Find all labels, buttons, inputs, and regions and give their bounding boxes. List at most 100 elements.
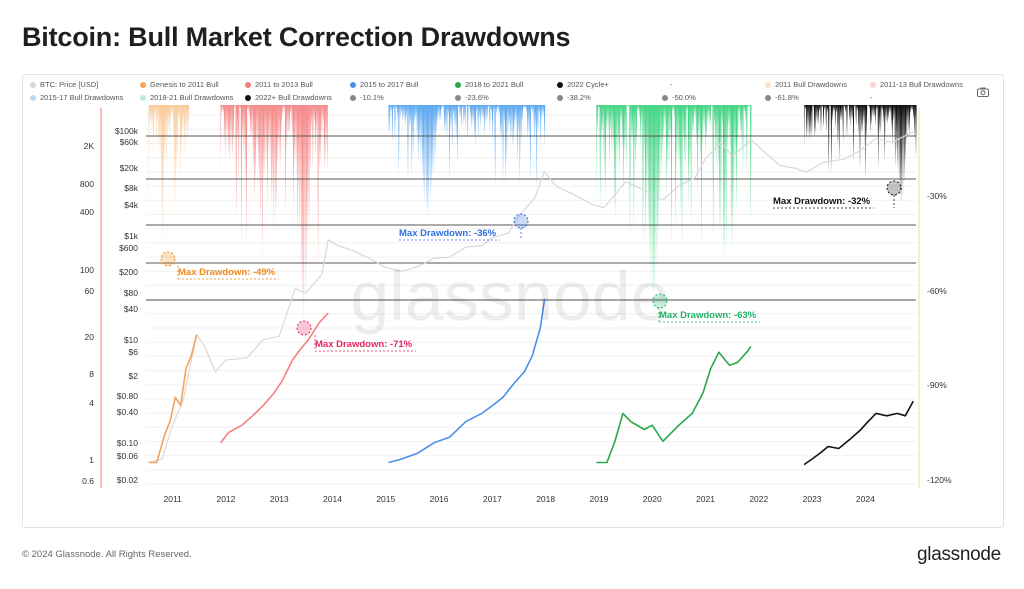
- drawdown-area: [388, 105, 546, 218]
- x-tick-label: 2022: [749, 494, 768, 504]
- legend-swatch: [245, 81, 251, 88]
- x-tick-label: 2011: [164, 494, 183, 504]
- legend-label: BTC: Price [USD]: [40, 80, 99, 89]
- drawdown-label: Max Drawdown: -63%: [659, 310, 757, 321]
- legend-label: -23.6%: [465, 93, 489, 102]
- legend-swatch: [870, 81, 876, 88]
- outer-tick-label: 0.6: [82, 476, 94, 486]
- legend-item[interactable]: 2011-13 Bull Drawdowns: [870, 80, 963, 89]
- drawdown-area: [220, 105, 328, 328]
- legend-label: 2022 Cycle+: [567, 80, 609, 89]
- legend-item[interactable]: -: [670, 80, 673, 89]
- drawdown-tick-label: -120%: [927, 475, 952, 485]
- outer-tick-label: 800: [80, 179, 94, 189]
- drawdown-marker: [513, 213, 529, 229]
- legend-item[interactable]: 2018-21 Bull Drawdowns: [140, 93, 233, 102]
- legend-label: Genesis to 2011 Bull: [150, 80, 219, 89]
- legend-item[interactable]: Genesis to 2011 Bull: [140, 80, 219, 89]
- copyright-text: © 2024 Glassnode. All Rights Reserved.: [22, 549, 192, 560]
- legend-label: -: [670, 80, 673, 89]
- price-tick-label: $100k: [115, 126, 139, 136]
- price-tick-label: $2: [129, 371, 139, 381]
- x-tick-label: 2018: [536, 494, 555, 504]
- x-tick-label: 2021: [696, 494, 715, 504]
- outer-tick-label: 20: [85, 332, 95, 342]
- outer-tick-label: 400: [80, 207, 94, 217]
- drawdown-area: [804, 105, 917, 205]
- legend-swatch: [557, 81, 563, 88]
- camera-icon[interactable]: [977, 84, 989, 97]
- legend-swatch: [455, 81, 461, 88]
- x-tick-label: 2023: [803, 494, 822, 504]
- legend-item[interactable]: -23.6%: [455, 93, 489, 102]
- legend-swatch: [455, 94, 461, 101]
- price-tick-label: $8k: [124, 183, 138, 193]
- drawdown-area: [596, 105, 752, 302]
- legend-label: -10.1%: [360, 93, 384, 102]
- legend-label: -38.2%: [567, 93, 591, 102]
- legend-item[interactable]: -: [870, 93, 873, 102]
- legend-label: 2015 to 2017 Bull: [360, 80, 419, 89]
- legend-swatch: [245, 94, 251, 101]
- price-tick-label: $0.06: [117, 451, 139, 461]
- price-tick-label: $600: [119, 243, 138, 253]
- legend-item[interactable]: 2022+ Bull Drawdowns: [245, 93, 332, 102]
- legend-item[interactable]: 2015-17 Bull Drawdowns: [30, 93, 123, 102]
- x-tick-label: 2014: [323, 494, 342, 504]
- price-tick-label: $0.40: [117, 407, 139, 417]
- outer-tick-label: 1: [89, 455, 94, 465]
- legend-item[interactable]: BTC: Price [USD]: [30, 80, 98, 89]
- price-tick-label: $0.10: [117, 438, 139, 448]
- legend-item[interactable]: -50.0%: [662, 93, 696, 102]
- drawdown-label: Max Drawdown: -36%: [399, 228, 497, 239]
- drawdown-marker: [296, 320, 312, 336]
- drawdown-marker: [652, 293, 668, 309]
- legend-label: 2015-17 Bull Drawdowns: [40, 93, 124, 102]
- x-tick-label: 2024: [856, 494, 875, 504]
- drawdown-marker: [886, 180, 902, 196]
- drawdown-marker: [160, 251, 176, 267]
- legend-item[interactable]: 2011 Bull Drawdowns: [765, 80, 847, 89]
- legend-label: 2018-21 Bull Drawdowns: [150, 93, 234, 102]
- legend-item[interactable]: 2011 to 2013 Bull: [245, 80, 313, 89]
- legend-swatch: [140, 81, 146, 88]
- outer-tick-label: 60: [85, 286, 95, 296]
- legend-label: -61.8%: [775, 93, 799, 102]
- legend-item[interactable]: 2015 to 2017 Bull: [350, 80, 418, 89]
- cycle-line: [219, 312, 329, 444]
- page-title: Bitcoin: Bull Market Correction Drawdown…: [22, 22, 571, 52]
- legend-label: 2011 Bull Drawdowns: [775, 80, 847, 89]
- legend-label: 2011 to 2013 Bull: [255, 80, 313, 89]
- legend-item[interactable]: -61.8%: [765, 93, 799, 102]
- price-tick-label: $1k: [124, 231, 138, 241]
- legend-swatch: [30, 94, 36, 101]
- legend-item[interactable]: 2022 Cycle+: [557, 80, 609, 89]
- price-tick-label: $4k: [124, 200, 138, 210]
- legend-item[interactable]: -38.2%: [557, 93, 591, 102]
- price-tick-label: $0.02: [117, 475, 139, 485]
- chart-panel: [22, 74, 1004, 528]
- drawdown-tick-label: -60%: [927, 286, 947, 296]
- price-tick-label: $20k: [120, 163, 139, 173]
- btc-price-line: [148, 131, 914, 464]
- price-tick-label: $6: [129, 347, 139, 357]
- x-tick-label: 2017: [483, 494, 502, 504]
- outer-tick-label: 4: [89, 398, 94, 408]
- legend-swatch: [350, 94, 356, 101]
- x-tick-label: 2012: [216, 494, 235, 504]
- cycle-line: [596, 345, 752, 464]
- x-tick-label: 2019: [589, 494, 608, 504]
- legend-swatch: [350, 81, 356, 88]
- legend-label: 2018 to 2021 Bull: [465, 80, 524, 89]
- legend-label: -50.0%: [672, 93, 696, 102]
- drawdown-label: Max Drawdown: -49%: [178, 267, 276, 278]
- legend-item[interactable]: -10.1%: [350, 93, 384, 102]
- chart-legend: BTC: Price [USD] Genesis to 2011 Bull 2011…: [30, 80, 970, 108]
- legend-item[interactable]: 2018 to 2021 Bull: [455, 80, 523, 89]
- drawdown-area: [148, 105, 190, 259]
- x-tick-label: 2020: [643, 494, 662, 504]
- legend-label: 2022+ Bull Drawdowns: [255, 93, 332, 102]
- glassnode-logo: glassnode: [917, 544, 1001, 565]
- x-tick-label: 2015: [376, 494, 395, 504]
